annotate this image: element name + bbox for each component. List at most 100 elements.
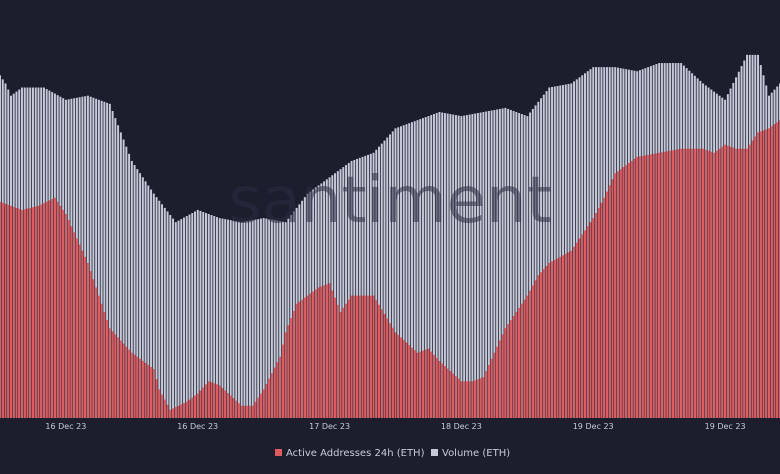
active-addresses-bar (1, 202, 4, 418)
active-addresses-bar (768, 128, 771, 418)
active-addresses-bar (185, 401, 188, 418)
active-addresses-bar (608, 185, 611, 418)
volume-bar (540, 98, 543, 418)
active-addresses-bar (298, 301, 301, 418)
active-addresses-bar (183, 403, 186, 418)
volume-bar (432, 114, 435, 418)
active-addresses-bar (443, 365, 446, 418)
active-addresses-bar (287, 325, 290, 418)
volume-bar (334, 173, 337, 418)
volume-bar (446, 113, 449, 418)
volume-bar (476, 113, 479, 419)
volume-bar (520, 114, 523, 418)
active-addresses-bar (408, 345, 411, 418)
active-addresses-bar (757, 132, 760, 418)
active-addresses-bar (259, 393, 262, 418)
active-addresses-bar (427, 348, 430, 418)
volume-bar (188, 214, 191, 418)
active-addresses-bar (622, 167, 625, 418)
active-addresses-bar (770, 126, 773, 418)
active-addresses-bar (570, 250, 573, 418)
volume-bar (125, 146, 128, 418)
volume-bar (92, 97, 95, 418)
volume-bar (361, 156, 364, 418)
volume-bar (97, 99, 100, 418)
active-addresses-bar (446, 368, 449, 418)
active-addresses-bar (449, 371, 452, 418)
active-addresses-bar (649, 154, 652, 418)
active-addresses-bar (18, 208, 21, 418)
active-addresses-bar (504, 328, 507, 418)
volume-bar (130, 160, 133, 418)
active-addresses-bar (699, 148, 702, 418)
legend-swatch-volume (431, 449, 438, 456)
volume-bar (281, 221, 284, 418)
active-addresses-bar (301, 299, 304, 418)
active-addresses-bar (78, 244, 81, 418)
volume-bar (257, 219, 260, 418)
active-addresses-bar (161, 394, 164, 418)
legend-label-volume[interactable]: Volume (ETH) (442, 448, 510, 459)
x-axis-ticks: 16 Dec 23 16 Dec 23 17 Dec 23 18 Dec 23 19 D… (45, 422, 745, 431)
volume-bar (196, 209, 199, 418)
active-addresses-bar (669, 150, 672, 418)
volume-bar (424, 117, 427, 418)
active-addresses-bar (498, 340, 501, 418)
active-addresses-bar (391, 327, 394, 418)
active-addresses-bar (573, 246, 576, 418)
volume-bar (248, 220, 251, 418)
active-addresses-bar (205, 384, 207, 418)
legend-label-active-addresses[interactable]: Active Addresses 24h (ETH) (286, 448, 425, 459)
volume-bar (405, 124, 408, 419)
volume-bar (276, 220, 279, 418)
active-addresses-bar (139, 358, 142, 418)
active-addresses-bar (636, 156, 639, 418)
active-addresses-bar (0, 201, 1, 418)
active-addresses-bar (773, 124, 776, 419)
volume-bar (287, 218, 290, 418)
volume-bar (95, 98, 98, 419)
active-addresses-bar (647, 154, 650, 418)
volume-bar (364, 155, 367, 419)
volume-bar (235, 221, 238, 418)
volume-bar (416, 120, 419, 418)
volume-bar (468, 114, 471, 419)
active-addresses-bar (254, 401, 257, 418)
active-addresses-bar (290, 318, 293, 418)
volume-bar (339, 169, 342, 418)
volume-bar (504, 107, 507, 419)
volume-bar (174, 222, 177, 418)
volume-bar (490, 110, 493, 418)
active-addresses-bar (356, 295, 359, 418)
active-addresses-bar (740, 148, 743, 418)
active-addresses-bar (130, 352, 133, 418)
active-addresses-bar (331, 290, 334, 418)
volume-bar (207, 214, 210, 418)
volume-bar (378, 146, 381, 418)
volume-bar (139, 173, 142, 418)
volume-bar (375, 149, 378, 419)
volume-bar (410, 122, 413, 418)
active-addresses-bar (86, 262, 89, 418)
active-addresses-bar (759, 131, 762, 418)
active-addresses-bar (485, 371, 488, 418)
active-addresses-bar (15, 207, 18, 418)
active-addresses-bar (743, 148, 746, 418)
active-addresses-bar (589, 222, 592, 418)
volume-bar (496, 109, 499, 418)
active-addresses-bar (581, 234, 584, 418)
active-addresses-bar (221, 387, 224, 418)
active-addresses-bar (111, 331, 114, 418)
active-addresses-bar (26, 208, 29, 418)
volume-bar (226, 219, 229, 418)
volume-bar (273, 220, 276, 418)
volume-bar (542, 94, 545, 418)
active-addresses-bar (248, 405, 251, 418)
active-addresses-bar (144, 362, 147, 418)
active-addresses-bar (119, 340, 122, 418)
active-addresses-bar (213, 383, 216, 418)
active-addresses-bar (215, 384, 218, 418)
volume-bar (106, 102, 109, 418)
volume-bar (394, 128, 397, 418)
